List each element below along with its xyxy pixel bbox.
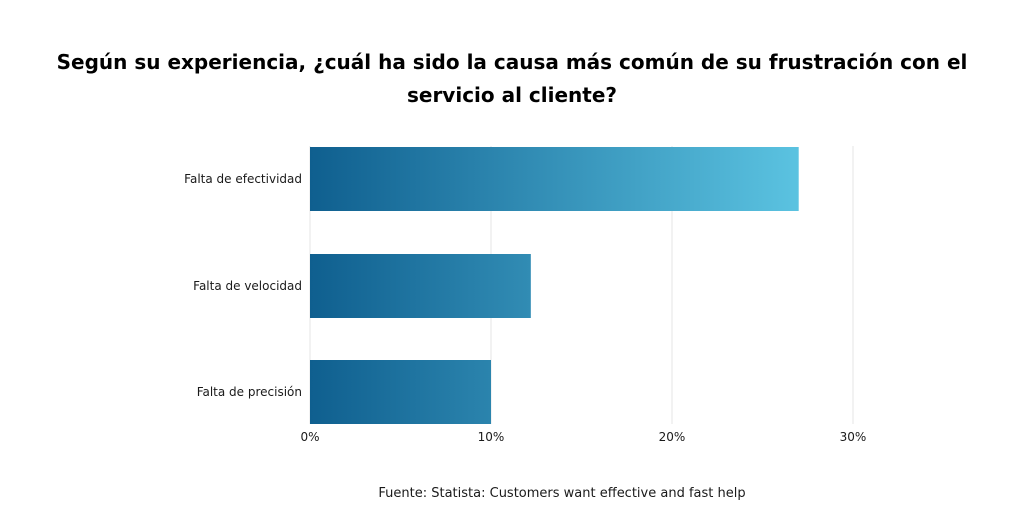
category-label: Falta de velocidad — [193, 279, 302, 293]
x-tick-label: 30% — [840, 430, 867, 444]
category-label: Falta de precisión — [197, 385, 302, 399]
x-tick-label: 20% — [659, 430, 686, 444]
x-tick-label: 10% — [478, 430, 505, 444]
chart-title-line-2: servicio al cliente? — [406, 83, 618, 107]
chart-title-line-1: Según su experiencia, ¿cuál ha sido la c… — [56, 50, 968, 74]
chart-title: Según su experiencia, ¿cuál ha sido la c… — [0, 46, 1024, 112]
bar — [310, 147, 799, 211]
x-axis-ticks: 0% 10% 20% 30% — [300, 430, 866, 444]
category-label: Falta de efectividad — [184, 172, 302, 186]
x-tick-label: 0% — [300, 430, 319, 444]
source-note: Fuente: Statista: Customers want effecti… — [378, 486, 746, 501]
bars — [310, 147, 799, 424]
bar — [310, 254, 531, 318]
category-labels: Falta de efectividad Falta de velocidad Fa… — [184, 172, 302, 399]
bar — [310, 360, 491, 424]
